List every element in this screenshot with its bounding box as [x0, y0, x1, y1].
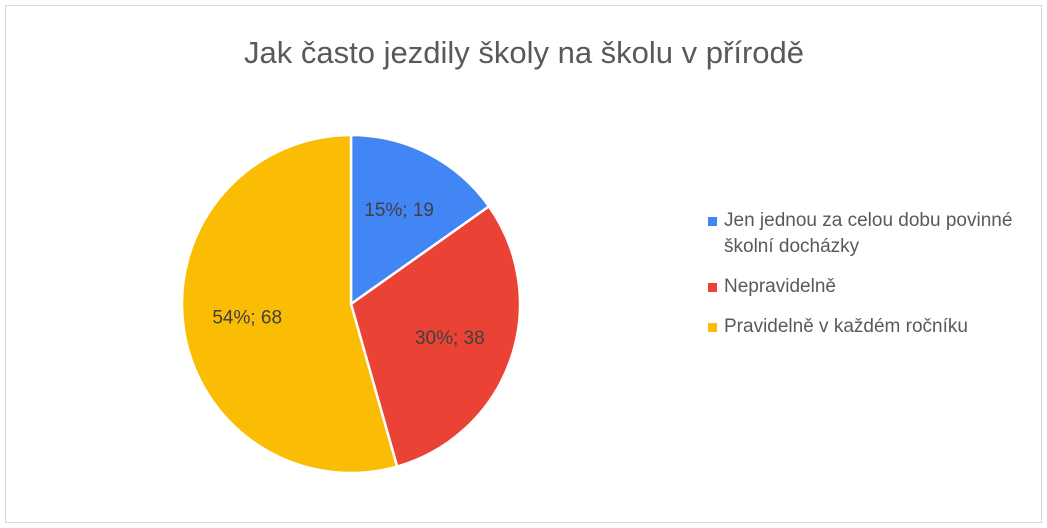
- chart-title: Jak často jezdily školy na školu v příro…: [244, 35, 804, 70]
- pie-slice: [349, 204, 522, 469]
- data-label: 15%; 19: [364, 200, 434, 221]
- chart-frame: [5, 5, 1042, 523]
- legend: Jen jednou za celou dobu povinné školní …: [708, 208, 1028, 354]
- pie-slice: [349, 133, 491, 307]
- legend-swatch: [708, 217, 717, 226]
- legend-item: Nepravidelně: [708, 274, 1028, 300]
- legend-label: Jen jednou za celou dobu povinné školní …: [724, 210, 1013, 257]
- pie-slice: [180, 133, 399, 475]
- data-label: 54%; 68: [212, 307, 282, 328]
- legend-label: Nepravidelně: [724, 276, 836, 297]
- data-label: 30%; 38: [415, 328, 485, 349]
- legend-item: Jen jednou za celou dobu povinné školní …: [708, 208, 1028, 260]
- legend-item: Pravidelně v každém ročníku: [708, 314, 1028, 340]
- legend-swatch: [708, 323, 717, 332]
- legend-label: Pravidelně v každém ročníku: [724, 316, 968, 337]
- legend-swatch: [708, 283, 717, 292]
